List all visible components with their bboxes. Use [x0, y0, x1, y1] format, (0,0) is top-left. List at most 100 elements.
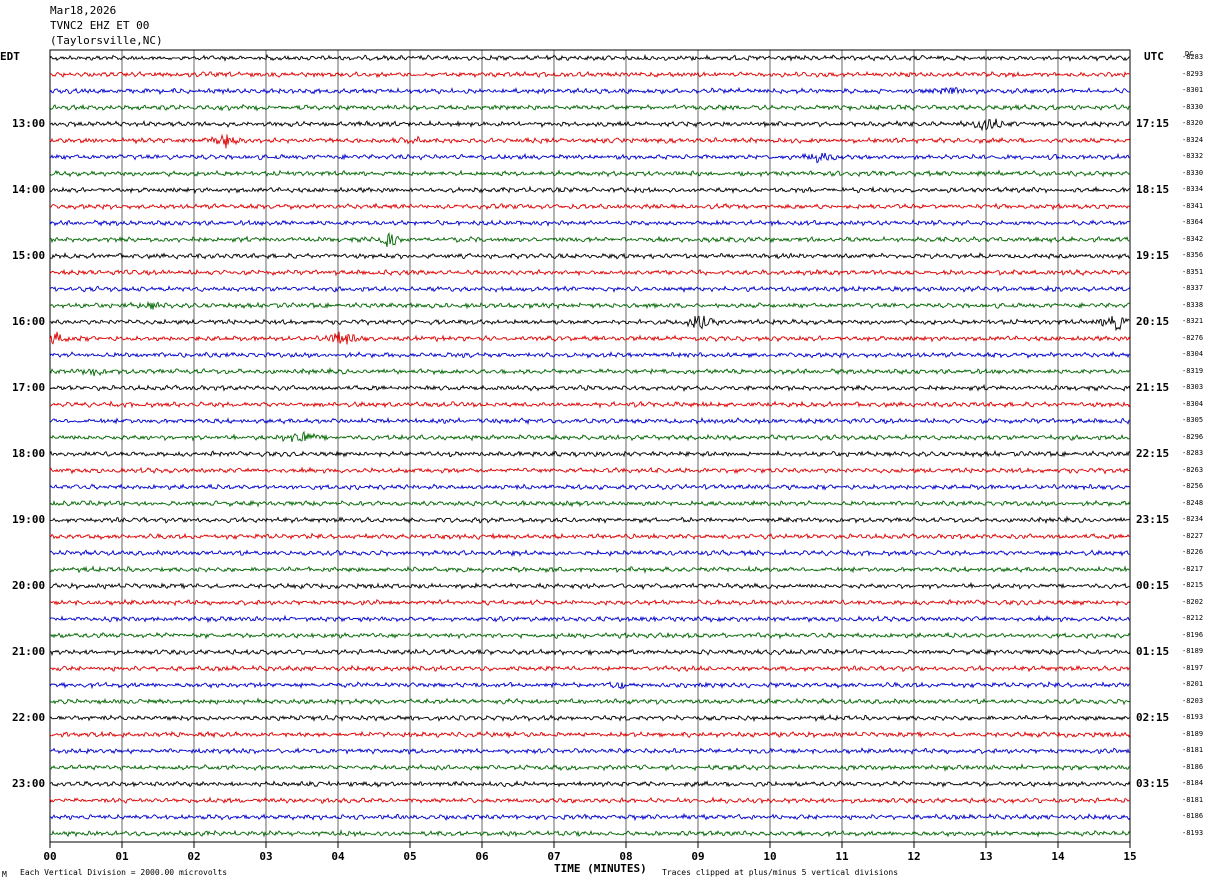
dc-offset-label: -8189 — [1182, 729, 1204, 738]
dc-offset-label: -8321 — [1182, 317, 1204, 325]
trace-line-12 — [49, 251, 1131, 260]
dc-offset-label: -8196 — [1182, 630, 1204, 639]
trace-line-28 — [49, 515, 1131, 525]
dc-offset-label: -8356 — [1182, 251, 1204, 259]
x-tick-label: 05 — [403, 850, 416, 863]
x-tick-label: 01 — [115, 850, 129, 863]
dc-offset-label: -8301 — [1182, 86, 1204, 94]
right-timezone-label: UTC — [1144, 50, 1164, 63]
dc-offset-label: -8303 — [1182, 383, 1204, 391]
dc-offset-label: -8276 — [1182, 333, 1204, 342]
station-code: TVNC2 EHZ ET 00 — [50, 19, 150, 32]
dc-offset-label: -8305 — [1182, 416, 1204, 424]
trace-line-19 — [49, 366, 1131, 377]
trace-line-30 — [49, 549, 1131, 557]
trace-line-31 — [49, 565, 1131, 575]
dc-offset-label: -8186 — [1182, 812, 1204, 820]
x-axis-title: TIME (MINUTES) — [554, 862, 647, 875]
left-hour-label: 19:00 — [12, 513, 46, 526]
x-tick-label: 12 — [907, 850, 920, 863]
dc-offset-label: -8324 — [1182, 135, 1204, 144]
dc-offset-label: -8283 — [1182, 449, 1204, 457]
trace-line-21 — [49, 400, 1131, 409]
trace-line-17 — [49, 331, 1131, 345]
dc-offset-label: -8341 — [1182, 201, 1204, 210]
trace-line-13 — [49, 268, 1131, 277]
trace-line-18 — [49, 350, 1131, 359]
dc-offset-label: -8197 — [1182, 663, 1204, 672]
left-hour-label: 14:00 — [12, 183, 46, 196]
trace-line-10 — [49, 219, 1131, 227]
trace-line-22 — [49, 416, 1131, 426]
trace-line-41 — [49, 730, 1131, 739]
x-tick-label: 09 — [691, 850, 704, 863]
trace-line-37 — [49, 664, 1131, 673]
trace-line-5 — [49, 133, 1131, 149]
plot-grid — [49, 49, 1131, 843]
right-hour-label: 20:15 — [1136, 315, 1170, 328]
x-tick-label: 10 — [763, 850, 776, 863]
dc-offset-label: -8351 — [1182, 267, 1204, 276]
dc-offset-label: -8227 — [1182, 531, 1204, 540]
left-hour-label: 13:00 — [12, 117, 46, 130]
trace-line-24 — [49, 449, 1131, 458]
x-tick-label: 15 — [1123, 850, 1136, 863]
trace-line-11 — [49, 232, 1130, 247]
left-hour-label: 16:00 — [12, 315, 46, 328]
dc-offset-label: -8203 — [1182, 696, 1204, 705]
x-tick-label: 04 — [331, 850, 345, 863]
trace-line-8 — [49, 185, 1131, 195]
dc-offset-label: -8342 — [1182, 234, 1204, 243]
dc-offset-label: -8181 — [1182, 795, 1204, 804]
dc-offset-label: -8217 — [1182, 564, 1204, 573]
trace-line-27 — [49, 499, 1131, 508]
trace-line-0 — [49, 53, 1131, 63]
dc-offset-label: -8330 — [1182, 168, 1204, 177]
right-hour-label: 19:15 — [1136, 249, 1170, 262]
trace-line-15 — [49, 300, 1131, 310]
dc-offset-label: -8202 — [1182, 597, 1204, 606]
x-tick-label: 06 — [475, 850, 489, 863]
trace-line-6 — [49, 152, 1131, 164]
x-tick-label: 03 — [259, 850, 272, 863]
scale-note: Each Vertical Division = 2000.00 microvo… — [20, 868, 228, 877]
trace-line-44 — [49, 780, 1131, 789]
dc-offset-label: -8320 — [1182, 119, 1204, 127]
left-hour-label: 18:00 — [12, 447, 46, 460]
trace-line-2 — [49, 86, 1131, 96]
trace-line-4 — [49, 118, 1131, 132]
dc-offset-label: -8215 — [1182, 581, 1204, 589]
trace-line-47 — [50, 828, 1131, 838]
dc-offset-label: -8193 — [1182, 828, 1204, 837]
dc-offset-label: -8364 — [1182, 218, 1204, 226]
trace-line-23 — [49, 430, 1131, 443]
x-axis-ticks: 00 01 02 03 04 05 06 07 08 09 10 11 12 13 14 15 — [43, 842, 1137, 863]
plot-date: Mar18,2026 — [50, 4, 117, 17]
x-tick-label: 08 — [619, 850, 632, 863]
dc-offset-label: -8212 — [1182, 614, 1204, 622]
trace-line-45 — [49, 796, 1131, 805]
right-hour-label: 18:15 — [1136, 183, 1170, 196]
dc-offset-label: -8304 — [1182, 350, 1204, 358]
left-hour-label: 21:00 — [12, 645, 46, 658]
dc-offset-label: -8181 — [1182, 746, 1204, 754]
x-tick-label: 14 — [1051, 850, 1065, 863]
trace-line-7 — [49, 169, 1131, 178]
dc-offset-label: -8193 — [1182, 713, 1204, 721]
dc-offset-label: -8186 — [1182, 762, 1204, 771]
trace-line-16 — [49, 315, 1131, 332]
dc-offset-label: -8201 — [1182, 680, 1204, 688]
right-hour-label: 22:15 — [1136, 447, 1170, 460]
trace-line-25 — [49, 466, 1131, 475]
clip-note: Traces clipped at plus/minus 5 vertical … — [662, 868, 899, 877]
trace-line-34 — [49, 614, 1131, 624]
trace-line-20 — [49, 383, 1131, 393]
left-hour-label: 22:00 — [12, 711, 46, 724]
right-hour-label: 00:15 — [1136, 579, 1170, 592]
left-hour-label: 17:00 — [12, 381, 46, 394]
left-hour-label: 20:00 — [12, 579, 46, 592]
right-hour-label: 23:15 — [1136, 513, 1170, 526]
dc-offset-label: -8226 — [1182, 548, 1204, 556]
x-tick-label: 13 — [979, 850, 992, 863]
